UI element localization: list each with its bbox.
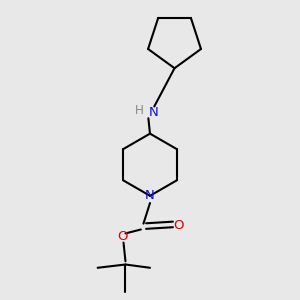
- Text: H: H: [135, 104, 144, 117]
- Text: O: O: [173, 219, 184, 232]
- Text: N: N: [145, 189, 155, 202]
- Text: N: N: [148, 106, 158, 119]
- Text: O: O: [117, 230, 128, 243]
